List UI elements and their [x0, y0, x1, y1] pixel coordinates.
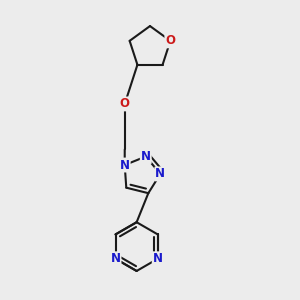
Text: O: O: [120, 98, 130, 110]
Text: N: N: [153, 252, 163, 265]
Text: N: N: [110, 252, 121, 265]
Text: N: N: [141, 150, 151, 163]
Text: N: N: [155, 167, 165, 180]
Text: N: N: [120, 158, 130, 172]
Text: O: O: [165, 34, 176, 47]
